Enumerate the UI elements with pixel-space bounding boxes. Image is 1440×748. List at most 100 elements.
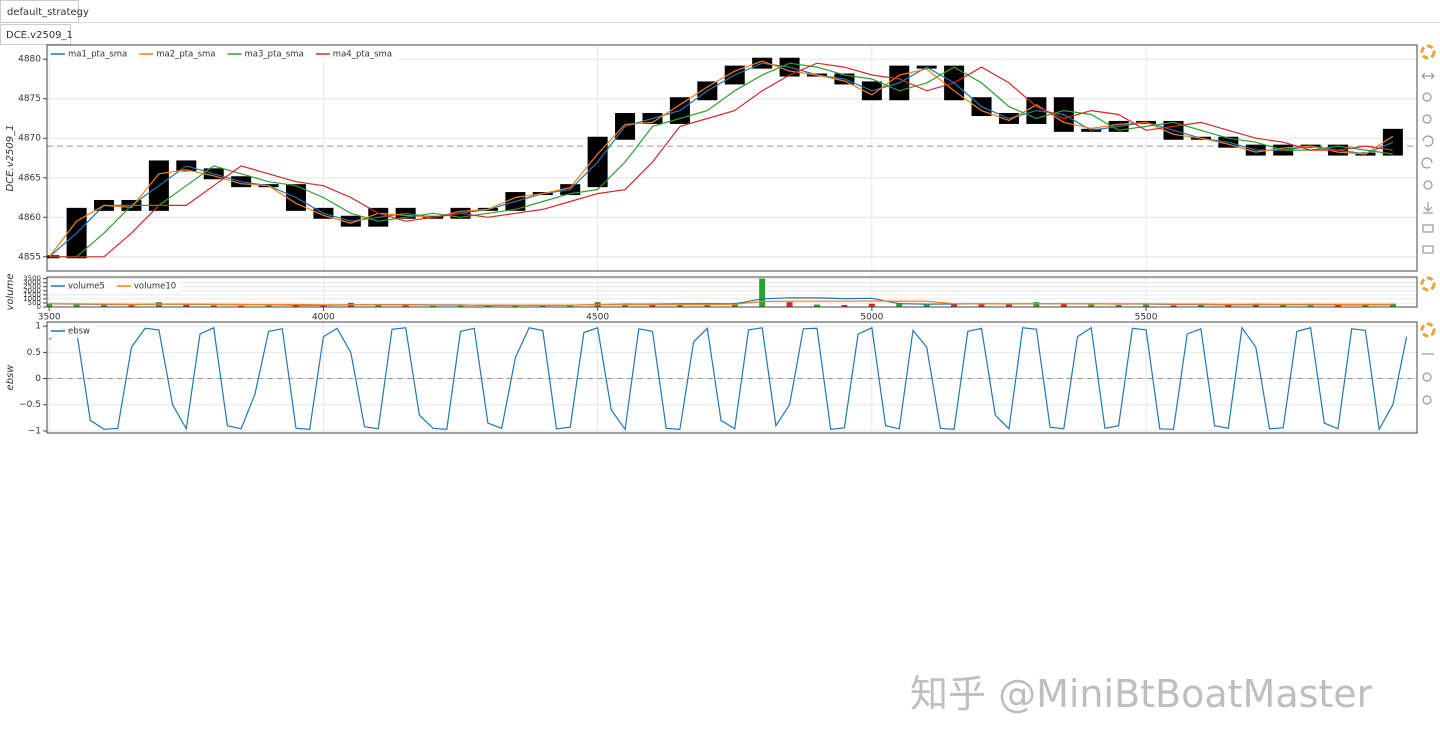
x-tick-label: 4500: [586, 313, 609, 323]
volume-bar: [896, 302, 903, 307]
volume-bar: [1033, 302, 1040, 307]
pan-tool[interactable]: [1421, 72, 1435, 80]
volume-bar: [786, 302, 793, 307]
volume-bar: [265, 305, 272, 307]
series-line: [48, 60, 1394, 258]
plot: [48, 326, 1408, 432]
volume-bar: [978, 304, 985, 307]
volume-bar: [567, 304, 574, 307]
plot: [47, 278, 1396, 307]
y-tick-label: 1: [35, 322, 41, 332]
hover-tool[interactable]: [1422, 224, 1434, 233]
tab-label[interactable]: DCE.v2509_1: [6, 30, 73, 41]
volume-bar: [814, 304, 821, 307]
volume-bar: [1088, 304, 1095, 307]
y-tick-label: 3500: [23, 275, 41, 283]
tab-label[interactable]: default_strategy: [7, 7, 89, 18]
volume-bar: [1280, 304, 1287, 307]
volume-bar: [841, 304, 848, 307]
volume-bar: [951, 303, 958, 307]
series-line: [49, 62, 1393, 258]
save-tool[interactable]: [1423, 202, 1433, 214]
volume-bar: [128, 305, 135, 307]
volume-bar: [649, 304, 656, 307]
redo-tool[interactable]: [1421, 157, 1433, 169]
legend-box: [48, 279, 182, 293]
volume-bar: [1005, 304, 1012, 307]
y-tick-label: 0.5: [27, 348, 41, 358]
volume-bar: [73, 304, 80, 307]
volume-bar: [402, 305, 409, 307]
volume-bar: [1170, 305, 1177, 307]
legend-label: ma1_pta_sma: [68, 50, 127, 60]
volume-bar: [101, 304, 108, 307]
tab[interactable]: [0, 24, 71, 45]
zoom-tool[interactable]: [1422, 92, 1432, 102]
legend-label: volume10: [134, 282, 176, 292]
y-tick-label: 1000: [23, 295, 41, 303]
volume-bar: [1143, 304, 1150, 307]
plot-background: [47, 322, 1417, 433]
series-line: [49, 300, 1393, 306]
series-line: [49, 62, 1393, 258]
logo[interactable]: [1420, 44, 1436, 60]
y-tick-label: 1500: [23, 291, 41, 299]
volume-bar: [183, 304, 190, 307]
volume-bar: [320, 305, 327, 307]
zoom-tool[interactable]: [1422, 114, 1432, 124]
plot-frame: [46, 276, 1418, 308]
zoom-tool[interactable]: [1422, 395, 1432, 405]
plot-frame: [46, 44, 1418, 272]
undo-tool[interactable]: [1422, 135, 1434, 147]
legend-box: [48, 324, 96, 338]
logo[interactable]: [1420, 276, 1436, 292]
series-line: [48, 326, 1408, 432]
y-tick-label: 0: [37, 303, 41, 311]
hover-tool[interactable]: [1422, 245, 1434, 254]
logo[interactable]: [1420, 322, 1436, 338]
series-line: [48, 62, 1394, 258]
volume-bar: [375, 304, 382, 307]
y-tick-label: −0.5: [19, 400, 41, 410]
y-tick-label: 4855: [18, 252, 41, 262]
volume-bar: [47, 303, 53, 307]
volume-bar: [1252, 303, 1259, 307]
reset-tool[interactable]: [1423, 180, 1433, 190]
y-tick-label: 4880: [18, 55, 41, 65]
legend-label: ma2_pta_sma: [156, 50, 215, 60]
x-tick-label: 3500: [38, 313, 61, 323]
toolbar: [1420, 44, 1436, 405]
volume-bar: [430, 305, 437, 307]
volume-bar: [484, 305, 491, 307]
legend: ebsw: [48, 324, 96, 338]
volume-bar: [1335, 304, 1342, 307]
legend: ma1_pta_sma ma2_pta_sma ma3_pta_sma ma4_pta…: [48, 47, 398, 61]
plot-frame: [46, 321, 1418, 434]
x-tick-label: 4000: [312, 313, 335, 323]
volume-bar: [868, 303, 875, 307]
volume-bar: [238, 305, 245, 307]
volume-bar: [1362, 305, 1369, 307]
plot-background: [47, 277, 1417, 307]
legend-box: [48, 47, 398, 61]
legend-label: ebsw: [68, 327, 90, 337]
legend-label: ma4_pta_sma: [333, 50, 392, 60]
y-axis-label: volume: [5, 273, 16, 310]
legend: volume5 volume10: [48, 279, 182, 293]
zoom-tool[interactable]: [1422, 372, 1432, 382]
x-tick-label: 5000: [860, 313, 883, 323]
tab[interactable]: [0, 0, 79, 23]
volume-bar: [1307, 305, 1314, 307]
y-tick-label: 2000: [23, 287, 41, 295]
y-tick-label: 4870: [18, 134, 41, 144]
volume-bar: [1115, 304, 1122, 307]
volume-bar: [704, 303, 711, 307]
volume-bar: [292, 304, 299, 307]
y-tick-label: 0: [35, 374, 41, 384]
y-tick-label: 4865: [18, 173, 41, 183]
volume-bar: [1060, 303, 1067, 307]
watermark: 知乎 @MiniBtBoatMaster: [910, 672, 1373, 716]
y-tick-label: 2500: [23, 283, 41, 291]
volume-bar: [923, 304, 930, 307]
